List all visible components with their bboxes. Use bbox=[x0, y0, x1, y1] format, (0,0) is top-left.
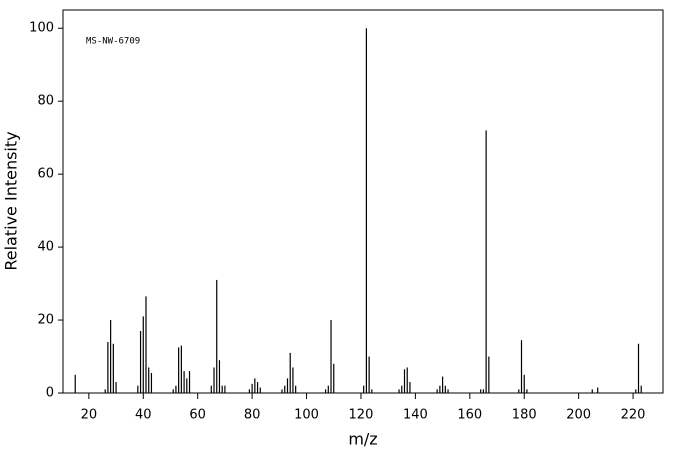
x-tick-label: 140 bbox=[403, 408, 428, 423]
y-tick-label: 100 bbox=[29, 21, 54, 36]
x-tick-label: 20 bbox=[81, 408, 98, 423]
x-tick-label: 120 bbox=[349, 408, 374, 423]
x-tick-label: 60 bbox=[189, 408, 206, 423]
x-tick-label: 180 bbox=[512, 408, 537, 423]
y-tick-label: 60 bbox=[37, 167, 54, 182]
x-tick-label: 40 bbox=[135, 408, 152, 423]
x-tick-label: 100 bbox=[294, 408, 319, 423]
annotation: MS-NW-6709 bbox=[86, 37, 140, 47]
x-tick-label: 220 bbox=[621, 408, 646, 423]
x-tick-label: 160 bbox=[457, 408, 482, 423]
y-tick-label: 20 bbox=[37, 313, 54, 328]
plot-frame bbox=[62, 9, 664, 394]
y-tick-label: 0 bbox=[46, 386, 54, 401]
x-axis-title: m/z bbox=[348, 430, 377, 449]
x-tick-label: 200 bbox=[566, 408, 591, 423]
x-tick-label: 80 bbox=[244, 408, 261, 423]
y-axis-title: Relative Intensity bbox=[2, 131, 21, 270]
y-tick-label: 80 bbox=[37, 94, 54, 109]
y-tick-label: 40 bbox=[37, 240, 54, 255]
